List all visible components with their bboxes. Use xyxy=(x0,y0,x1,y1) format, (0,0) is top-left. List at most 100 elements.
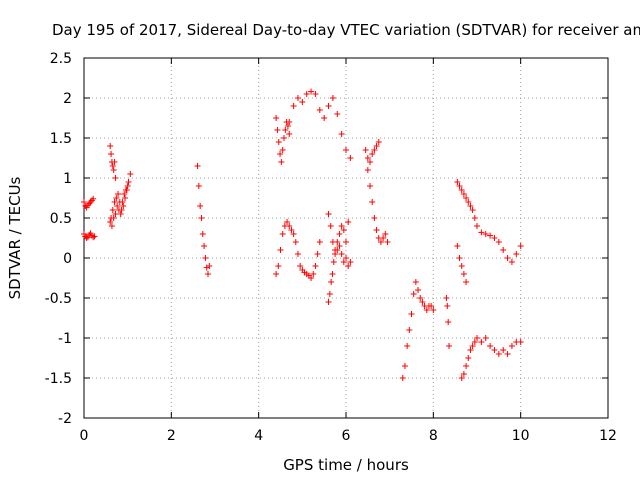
data-point xyxy=(471,215,478,221)
data-point xyxy=(460,271,467,277)
data-point xyxy=(463,363,470,369)
y-tick-label: -2 xyxy=(58,411,72,427)
data-point xyxy=(375,139,382,145)
data-point xyxy=(482,335,489,341)
data-point xyxy=(336,243,343,249)
data-point xyxy=(325,103,332,109)
data-point xyxy=(478,229,485,236)
x-tick-label: 6 xyxy=(342,428,351,444)
data-point xyxy=(471,339,478,345)
y-tick-label: 0.5 xyxy=(50,211,72,227)
data-point xyxy=(469,207,476,213)
data-point xyxy=(401,363,408,369)
data-point xyxy=(108,223,115,229)
y-tick-label: 1.5 xyxy=(50,131,72,147)
data-point xyxy=(474,223,480,229)
data-point xyxy=(444,303,451,309)
data-point xyxy=(115,191,122,197)
data-point xyxy=(314,251,321,257)
data-point xyxy=(469,343,476,349)
data-point xyxy=(465,199,472,205)
data-point xyxy=(326,291,333,297)
data-point xyxy=(377,239,384,245)
data-point xyxy=(371,147,378,153)
data-point xyxy=(198,215,205,221)
data-point xyxy=(277,151,284,157)
chart-title: Day 195 of 2017, Sidereal Day-to-day VTE… xyxy=(52,21,640,39)
data-point xyxy=(321,115,328,121)
data-point xyxy=(329,95,336,101)
data-point xyxy=(330,259,337,265)
data-point xyxy=(460,191,467,197)
data-point xyxy=(412,279,419,285)
data-point xyxy=(127,171,134,177)
data-point xyxy=(373,227,380,233)
y-tick-label: -1 xyxy=(58,331,72,347)
data-point xyxy=(312,263,319,269)
data-point xyxy=(338,131,345,137)
data-point xyxy=(446,343,453,349)
data-point xyxy=(310,271,317,277)
data-point xyxy=(369,199,376,205)
data-point xyxy=(467,203,474,209)
data-point xyxy=(504,351,511,357)
data-point xyxy=(107,219,114,225)
x-tick-label: 0 xyxy=(80,428,89,444)
data-point xyxy=(278,159,285,165)
data-point xyxy=(294,251,301,257)
data-point xyxy=(108,151,115,157)
y-tick-label: 0 xyxy=(63,251,72,267)
data-point xyxy=(286,119,293,125)
data-point xyxy=(364,155,371,161)
data-point xyxy=(112,175,119,181)
data-point xyxy=(445,319,452,325)
data-point xyxy=(125,179,132,185)
x-tick-label: 4 xyxy=(254,428,263,444)
x-tick-label: 12 xyxy=(599,428,617,444)
data-point xyxy=(415,287,422,293)
data-point xyxy=(273,115,280,121)
data-point xyxy=(197,203,204,209)
data-point xyxy=(467,347,474,353)
data-point xyxy=(338,223,345,229)
data-point xyxy=(336,231,343,237)
data-point xyxy=(113,195,120,201)
data-point xyxy=(327,223,334,229)
data-points xyxy=(81,88,524,381)
data-point xyxy=(380,235,387,241)
grid xyxy=(84,58,608,418)
data-point xyxy=(384,239,391,245)
data-point xyxy=(417,295,424,301)
data-point xyxy=(382,231,389,237)
data-point xyxy=(81,199,87,205)
data-point xyxy=(406,327,413,333)
data-point xyxy=(290,231,297,237)
data-point xyxy=(454,243,461,249)
data-point xyxy=(316,239,323,245)
data-point xyxy=(279,147,286,153)
data-point xyxy=(478,339,485,345)
data-point xyxy=(474,335,480,341)
data-point xyxy=(111,199,118,205)
x-tick-label: 10 xyxy=(512,428,530,444)
data-point xyxy=(297,263,304,269)
data-point xyxy=(284,123,291,129)
data-point xyxy=(286,223,293,229)
data-point xyxy=(292,239,299,245)
data-point xyxy=(279,231,286,237)
data-point xyxy=(109,163,116,169)
data-point xyxy=(487,343,494,349)
data-point xyxy=(122,195,129,201)
data-point xyxy=(367,159,374,165)
data-point xyxy=(199,231,206,237)
data-point xyxy=(343,147,349,153)
data-point xyxy=(513,251,520,257)
data-point xyxy=(124,183,131,189)
y-tick-label: 2 xyxy=(63,91,72,107)
data-point xyxy=(206,263,213,269)
x-axis-label: GPS time / hours xyxy=(283,456,409,474)
data-point xyxy=(367,183,374,189)
data-point xyxy=(316,107,323,113)
data-point xyxy=(273,271,280,277)
data-point xyxy=(340,227,347,233)
